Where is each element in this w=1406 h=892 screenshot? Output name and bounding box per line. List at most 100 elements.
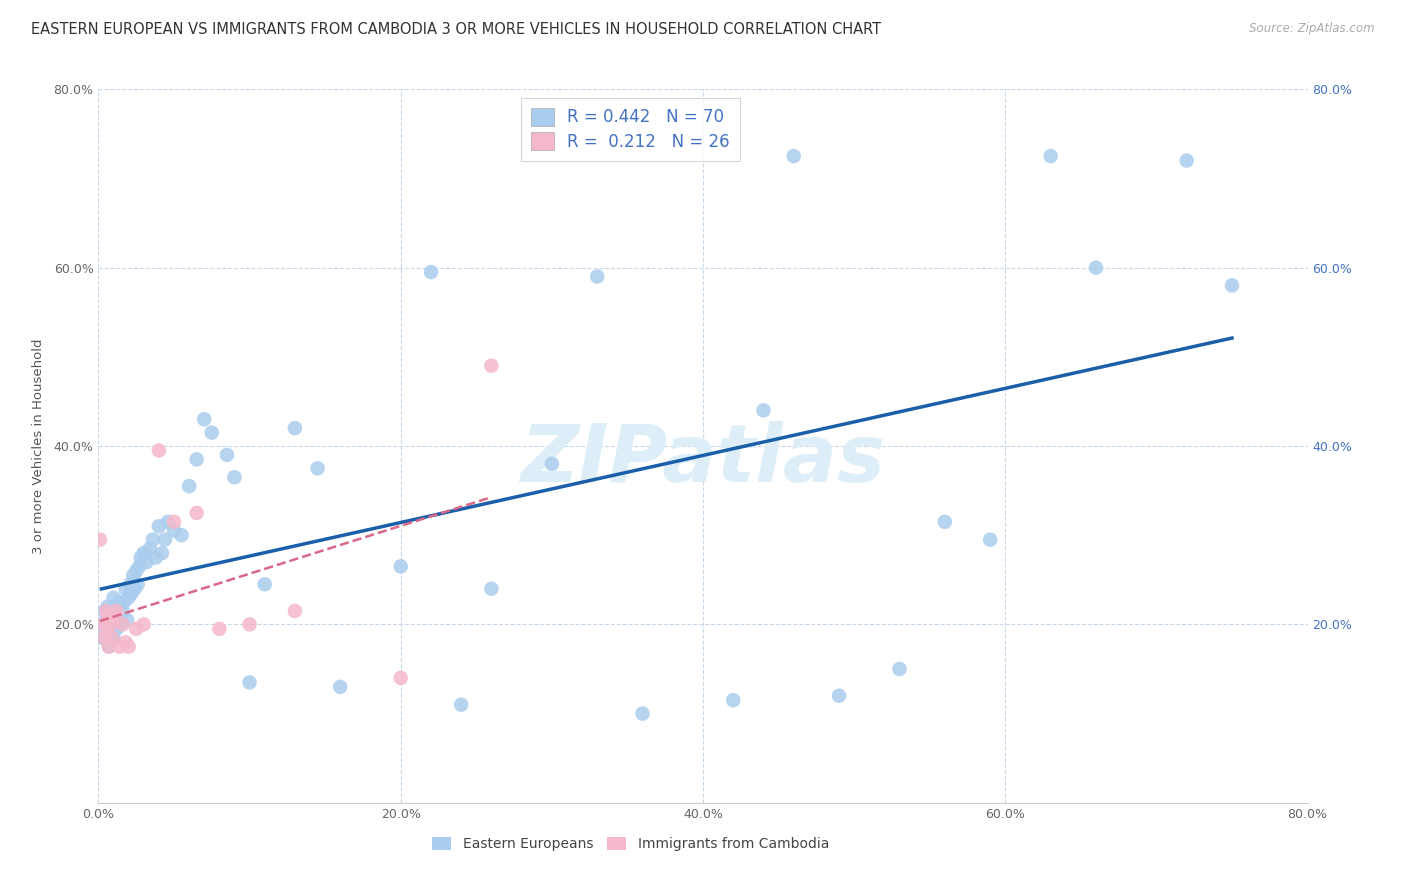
Point xyxy=(98,604,121,618)
Point xyxy=(127,577,149,591)
Point xyxy=(93,631,115,645)
Point xyxy=(124,582,146,596)
Point xyxy=(1220,278,1243,293)
Text: ZIPatlas: ZIPatlas xyxy=(520,421,886,500)
Point xyxy=(114,635,136,649)
Point xyxy=(107,608,129,623)
Point xyxy=(153,533,176,547)
Point xyxy=(215,448,238,462)
Point xyxy=(150,546,173,560)
Point xyxy=(450,698,472,712)
Point xyxy=(121,586,143,600)
Point xyxy=(723,693,745,707)
Point xyxy=(100,617,122,632)
Point xyxy=(111,604,134,618)
Point xyxy=(1085,260,1108,275)
Point xyxy=(156,515,179,529)
Point xyxy=(94,613,117,627)
Point xyxy=(239,675,262,690)
Point xyxy=(96,622,118,636)
Point xyxy=(105,604,128,618)
Point xyxy=(129,550,152,565)
Point xyxy=(103,591,125,605)
Point xyxy=(128,559,150,574)
Point xyxy=(170,528,193,542)
Point xyxy=(163,515,186,529)
Point xyxy=(96,599,118,614)
Point xyxy=(631,706,654,721)
Point xyxy=(135,555,157,569)
Point xyxy=(98,640,121,654)
Point xyxy=(104,608,127,623)
Point xyxy=(148,443,170,458)
Legend: Eastern Europeans, Immigrants from Cambodia: Eastern Europeans, Immigrants from Cambo… xyxy=(426,831,834,856)
Point xyxy=(1175,153,1198,168)
Point xyxy=(239,617,262,632)
Point xyxy=(115,613,138,627)
Point xyxy=(979,533,1001,547)
Point xyxy=(1039,149,1062,163)
Point xyxy=(224,470,246,484)
Point xyxy=(132,546,155,560)
Point xyxy=(186,452,208,467)
Point xyxy=(752,403,775,417)
Text: EASTERN EUROPEAN VS IMMIGRANTS FROM CAMBODIA 3 OR MORE VEHICLES IN HOUSEHOLD COR: EASTERN EUROPEAN VS IMMIGRANTS FROM CAMB… xyxy=(31,22,882,37)
Point xyxy=(103,631,125,645)
Point xyxy=(91,617,114,632)
Point xyxy=(481,582,503,596)
Point xyxy=(889,662,911,676)
Point xyxy=(118,640,141,654)
Point xyxy=(103,613,125,627)
Point xyxy=(163,524,186,538)
Point xyxy=(112,595,135,609)
Point xyxy=(93,604,115,618)
Point xyxy=(94,604,117,618)
Point xyxy=(142,533,165,547)
Point xyxy=(783,149,806,163)
Point xyxy=(98,608,121,623)
Point xyxy=(208,622,231,636)
Point xyxy=(104,599,127,614)
Point xyxy=(125,622,148,636)
Point xyxy=(101,608,124,623)
Point xyxy=(139,541,162,556)
Point xyxy=(100,617,122,632)
Point xyxy=(389,671,412,685)
Point xyxy=(828,689,851,703)
Point xyxy=(481,359,503,373)
Point xyxy=(389,559,412,574)
Point xyxy=(89,533,111,547)
Point xyxy=(105,622,128,636)
Point xyxy=(586,269,609,284)
Point xyxy=(90,631,112,645)
Point xyxy=(540,457,562,471)
Point xyxy=(98,640,121,654)
Point xyxy=(108,595,131,609)
Point xyxy=(125,564,148,578)
Point xyxy=(284,604,307,618)
Point xyxy=(329,680,352,694)
Point xyxy=(110,617,132,632)
Point xyxy=(193,412,215,426)
Point xyxy=(145,550,167,565)
Point xyxy=(201,425,224,440)
Y-axis label: 3 or more Vehicles in Household: 3 or more Vehicles in Household xyxy=(32,338,45,554)
Point xyxy=(96,622,118,636)
Point xyxy=(111,617,134,632)
Point xyxy=(179,479,201,493)
Point xyxy=(132,617,155,632)
Point xyxy=(253,577,276,591)
Point xyxy=(118,591,141,605)
Point xyxy=(934,515,956,529)
Point xyxy=(122,568,145,582)
Point xyxy=(91,617,114,632)
Point xyxy=(284,421,307,435)
Point xyxy=(108,640,131,654)
Point xyxy=(186,506,208,520)
Point xyxy=(120,577,142,591)
Point xyxy=(101,631,124,645)
Text: Source: ZipAtlas.com: Source: ZipAtlas.com xyxy=(1250,22,1375,36)
Point xyxy=(307,461,329,475)
Point xyxy=(148,519,170,533)
Point xyxy=(420,265,443,279)
